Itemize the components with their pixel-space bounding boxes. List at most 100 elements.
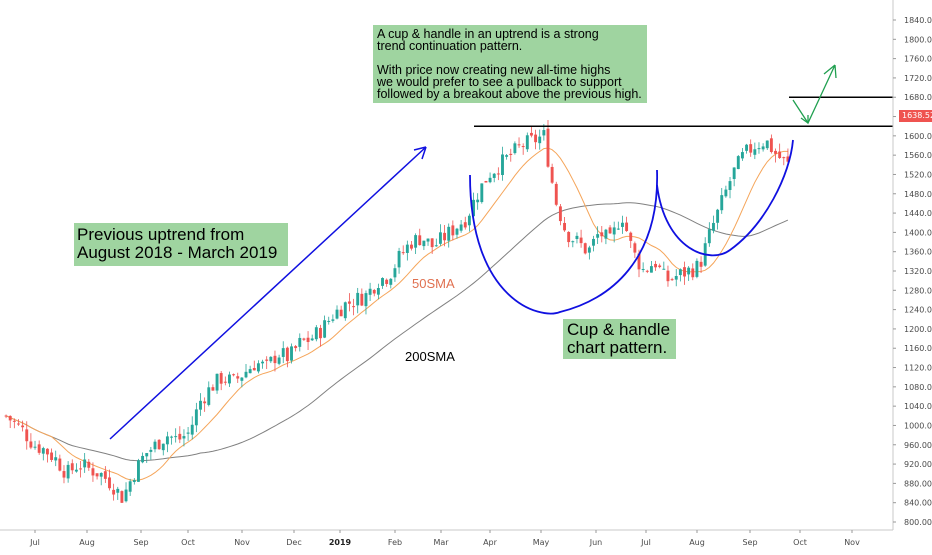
candle bbox=[641, 262, 645, 273]
candle bbox=[774, 148, 777, 163]
candle bbox=[480, 183, 484, 204]
candle bbox=[654, 260, 658, 271]
candle bbox=[529, 126, 533, 138]
candle bbox=[215, 373, 219, 394]
candle bbox=[240, 377, 244, 388]
candle bbox=[319, 324, 322, 347]
candle bbox=[757, 142, 761, 154]
pullback-arrowhead bbox=[800, 115, 809, 124]
candle bbox=[534, 129, 538, 150]
y-tick-label: 1760.00 bbox=[904, 55, 932, 64]
candle bbox=[124, 482, 128, 503]
candle bbox=[567, 231, 571, 248]
x-tick-label: Mar bbox=[433, 538, 449, 547]
candle bbox=[393, 264, 397, 282]
handle-curve[interactable] bbox=[656, 139, 794, 257]
candle bbox=[83, 453, 87, 473]
candle bbox=[29, 433, 33, 450]
candle bbox=[670, 277, 674, 281]
candle bbox=[306, 331, 310, 351]
candle bbox=[70, 459, 74, 475]
y-tick-label: 1560.00 bbox=[904, 151, 932, 160]
y-tick-label: 1120.00 bbox=[904, 364, 932, 373]
candle bbox=[484, 180, 488, 183]
candle bbox=[219, 371, 223, 391]
candle bbox=[58, 454, 62, 472]
candle bbox=[740, 147, 744, 161]
candle bbox=[761, 143, 765, 152]
candle bbox=[199, 393, 202, 416]
candle bbox=[645, 269, 649, 274]
candle bbox=[707, 222, 711, 247]
candle bbox=[505, 153, 509, 160]
candle bbox=[310, 334, 314, 341]
candle bbox=[54, 450, 58, 467]
x-tick-label: Sep bbox=[133, 538, 148, 547]
x-tick-label: Feb bbox=[388, 538, 402, 547]
candle bbox=[232, 373, 236, 377]
candle bbox=[554, 181, 558, 207]
candle bbox=[41, 446, 45, 461]
candle bbox=[50, 448, 54, 463]
candle bbox=[666, 265, 670, 287]
y-tick-label: 1840.00 bbox=[904, 16, 932, 25]
candle bbox=[323, 315, 327, 339]
candle bbox=[563, 216, 566, 232]
x-tick-label: May bbox=[533, 538, 550, 547]
cup-curve[interactable] bbox=[469, 169, 658, 315]
uptrend-arrowhead bbox=[413, 146, 427, 160]
candle bbox=[74, 463, 78, 473]
candle bbox=[347, 293, 351, 312]
y-tick-label: 1360.00 bbox=[904, 248, 932, 257]
candle bbox=[12, 418, 16, 429]
candle bbox=[136, 458, 140, 482]
candle bbox=[422, 240, 426, 251]
candle bbox=[414, 233, 418, 254]
candle bbox=[281, 341, 285, 364]
candle bbox=[517, 137, 521, 148]
candle bbox=[621, 215, 624, 234]
candle bbox=[261, 359, 265, 369]
candle bbox=[103, 466, 107, 483]
candle bbox=[116, 486, 120, 500]
candle bbox=[600, 226, 604, 243]
candle bbox=[149, 446, 153, 460]
candle bbox=[463, 216, 467, 230]
candle bbox=[753, 142, 757, 160]
candle bbox=[62, 465, 66, 484]
candle bbox=[459, 219, 463, 233]
candle bbox=[37, 440, 41, 455]
candle bbox=[786, 148, 790, 165]
sma-200-path bbox=[5, 147, 788, 481]
candle bbox=[290, 343, 293, 364]
candle bbox=[33, 440, 37, 450]
candle bbox=[376, 283, 380, 300]
y-tick-label: 880.00 bbox=[904, 479, 932, 488]
uptrend-arrow[interactable] bbox=[109, 146, 427, 440]
candle bbox=[265, 356, 269, 370]
candle bbox=[438, 224, 442, 246]
candle bbox=[434, 238, 438, 247]
candle bbox=[132, 478, 136, 485]
candle bbox=[397, 247, 401, 274]
candle bbox=[678, 268, 682, 282]
candle bbox=[174, 428, 178, 443]
candle bbox=[587, 245, 591, 260]
candle bbox=[91, 462, 95, 482]
candle bbox=[401, 245, 405, 255]
projection-path[interactable] bbox=[792, 64, 836, 125]
x-tick-label: Oct bbox=[793, 538, 807, 547]
candle bbox=[430, 238, 434, 254]
candle bbox=[108, 469, 111, 491]
candle bbox=[575, 232, 579, 244]
y-tick-label: 1000.00 bbox=[904, 421, 932, 430]
candle bbox=[426, 238, 430, 246]
y-tick-label: 1240.00 bbox=[904, 306, 932, 315]
x-tick-label: Oct bbox=[181, 538, 195, 547]
candle bbox=[778, 143, 782, 160]
candle bbox=[4, 414, 8, 419]
candle bbox=[455, 227, 459, 239]
y-tick-label: 800.00 bbox=[904, 518, 932, 527]
